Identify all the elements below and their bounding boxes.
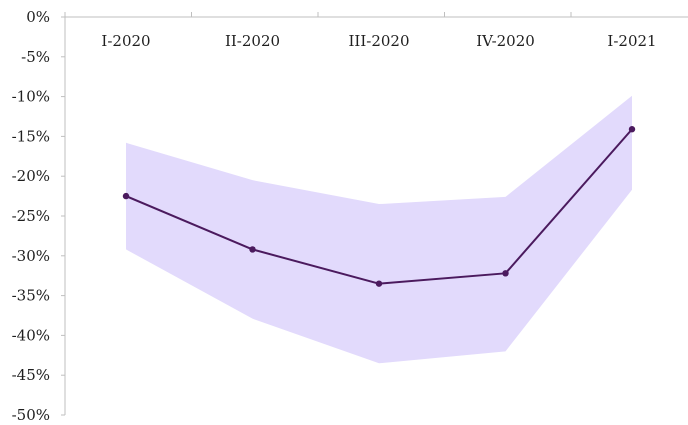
y-tick-label: -5% [21, 48, 50, 66]
confidence-band [126, 95, 632, 364]
y-tick-label: -10% [12, 88, 50, 106]
y-tick-label: -40% [12, 326, 50, 344]
axis-layer [61, 12, 688, 416]
y-tick-label: -50% [12, 406, 50, 424]
y-tick-label: 0% [26, 8, 50, 26]
x-tick-label: I-2021 [607, 32, 656, 50]
y-tick-label: -45% [12, 366, 50, 384]
data-point [502, 270, 509, 277]
data-point [249, 246, 256, 253]
x-tick-label: II-2020 [225, 32, 280, 50]
y-tick-label: -20% [12, 167, 50, 185]
x-tick-label: III-2020 [348, 32, 409, 50]
y-tick-label: -35% [12, 287, 50, 305]
y-tick-label: -15% [12, 127, 50, 145]
y-tick-label: -25% [12, 207, 50, 225]
label-layer: 0% -5% -10% -15% -20% -25% -30% -35% -40% -45% -50… [12, 8, 657, 424]
y-tick-label: -30% [12, 247, 50, 265]
data-point [628, 126, 636, 133]
data-point [122, 192, 130, 200]
x-tick-label: IV-2020 [476, 32, 535, 50]
data-point [375, 280, 383, 287]
x-tick-label: I-2020 [101, 32, 150, 50]
series-line-layer [122, 126, 636, 287]
confidence-band-layer [126, 95, 632, 364]
